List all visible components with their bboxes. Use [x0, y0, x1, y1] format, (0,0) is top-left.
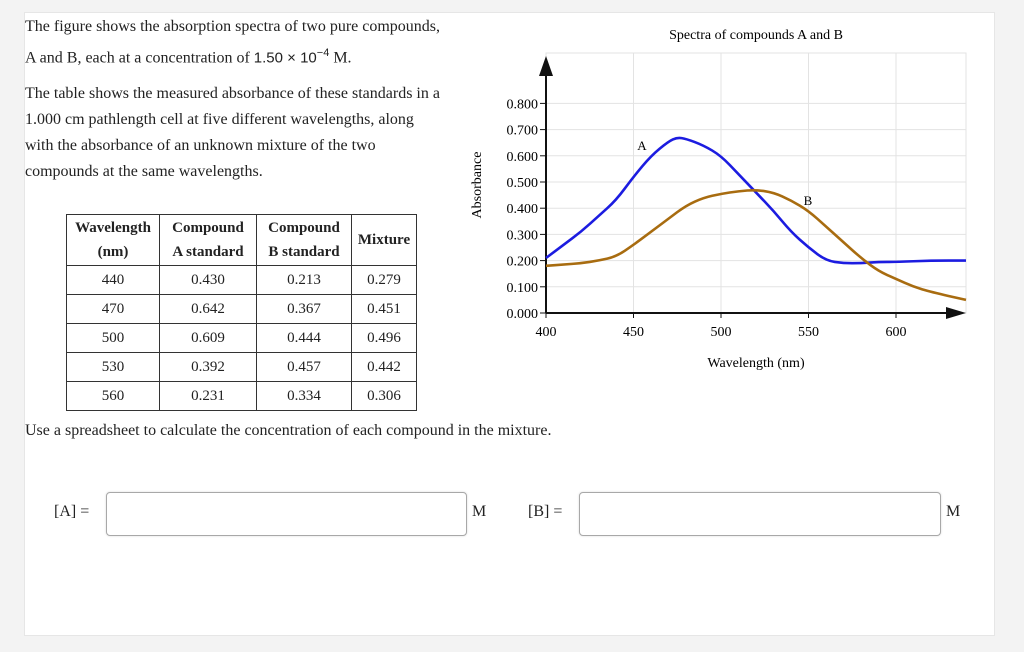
x-axis-label: Wavelength (nm): [707, 356, 805, 371]
x-tick-label: 600: [886, 325, 907, 340]
answer-a-input[interactable]: [106, 492, 467, 536]
cell-b: 0.213: [256, 265, 352, 295]
y-tick-label: 0.500: [507, 176, 539, 191]
absorbance-table: Wavelength (nm) Compound A standard Comp…: [66, 214, 417, 411]
series-line-b: [545, 189, 967, 302]
header-mixture: Mixture: [351, 214, 417, 266]
cell-a: 0.609: [159, 323, 257, 353]
cell-wavelength: 470: [66, 294, 160, 324]
table-row: 530 0.392 0.457 0.442: [66, 352, 417, 382]
cell-a: 0.430: [159, 265, 257, 295]
x-tick-label: 550: [798, 325, 819, 340]
table-header-row: Wavelength (nm) Compound A standard Comp…: [66, 214, 417, 266]
intro-text: The figure shows the absorption spectra …: [25, 14, 445, 185]
cell-mixture: 0.442: [351, 352, 417, 382]
x-tick-label: 450: [623, 325, 644, 340]
answer-a-unit: M: [472, 503, 487, 520]
y-axis-label: Absorbance: [470, 152, 485, 219]
cell-wavelength: 440: [66, 265, 160, 295]
cell-a: 0.231: [159, 381, 257, 411]
intro-sentence: The figure shows the absorption spectra …: [25, 18, 441, 67]
answer-b-label: [B] =: [528, 503, 563, 520]
concentration-value: 1.50 × 10: [253, 49, 317, 67]
chart-ticks: 0.000 0.100 0.200 0.300 0.400 0.500 0.600 0.700…: [507, 97, 907, 340]
y-tick-label: 0.400: [507, 202, 539, 217]
cell-mixture: 0.279: [351, 265, 417, 295]
y-tick-label: 0.200: [507, 255, 539, 270]
plot-area: [545, 52, 967, 314]
cell-a: 0.642: [159, 294, 257, 324]
y-tick-label: 0.800: [507, 97, 539, 112]
series-line-a: [545, 136, 966, 265]
cell-b: 0.367: [256, 294, 352, 324]
task-instruction: Use a spreadsheet to calculate the conce…: [25, 422, 552, 439]
y-tick-label: 0.300: [507, 228, 539, 243]
cell-wavelength: 560: [66, 381, 160, 411]
chart-grid: [545, 52, 967, 314]
chart-lines: [545, 136, 967, 302]
header-wavelength: Wavelength (nm): [66, 214, 160, 266]
cell-wavelength: 530: [66, 352, 160, 382]
x-tick-label: 400: [536, 325, 557, 340]
cell-mixture: 0.306: [351, 381, 417, 411]
x-axis-arrow: [946, 307, 966, 319]
y-axis-arrow: [539, 56, 553, 76]
table-row: 500 0.609 0.444 0.496: [66, 323, 417, 353]
cell-a: 0.392: [159, 352, 257, 382]
answer-a-label: [A] =: [54, 503, 90, 520]
concentration-exponent: −4: [316, 47, 330, 59]
table-row: 440 0.430 0.213 0.279: [66, 265, 417, 295]
answer-b-input[interactable]: [579, 492, 941, 536]
concentration-unit: M.: [333, 49, 352, 67]
intro-paragraph-1: The figure shows the absorption spectra …: [25, 14, 445, 71]
header-compound-a: Compound A standard: [159, 214, 257, 266]
series-label-b: B: [804, 193, 813, 208]
answer-b-unit: M: [946, 503, 961, 520]
y-tick-label: 0.600: [507, 150, 539, 165]
y-tick-label: 0.700: [507, 124, 539, 139]
series-label-a: A: [637, 138, 647, 153]
y-tick-label: 0.000: [507, 307, 539, 322]
table-row: 470 0.642 0.367 0.451: [66, 294, 417, 324]
header-compound-b: Compound B standard: [256, 214, 352, 266]
table-row: 560 0.231 0.334 0.306: [66, 381, 417, 411]
chart-axes: [539, 56, 966, 319]
chart-title: Spectra of compounds A and B: [669, 28, 843, 43]
spectra-chart: 0.000 0.100 0.200 0.300 0.400 0.500 0.600 0.700…: [470, 28, 967, 371]
y-tick-label: 0.100: [507, 281, 539, 296]
x-tick-label: 500: [711, 325, 732, 340]
intro-paragraph-2: The table shows the measured absorbance …: [25, 85, 440, 181]
cell-b: 0.334: [256, 381, 352, 411]
